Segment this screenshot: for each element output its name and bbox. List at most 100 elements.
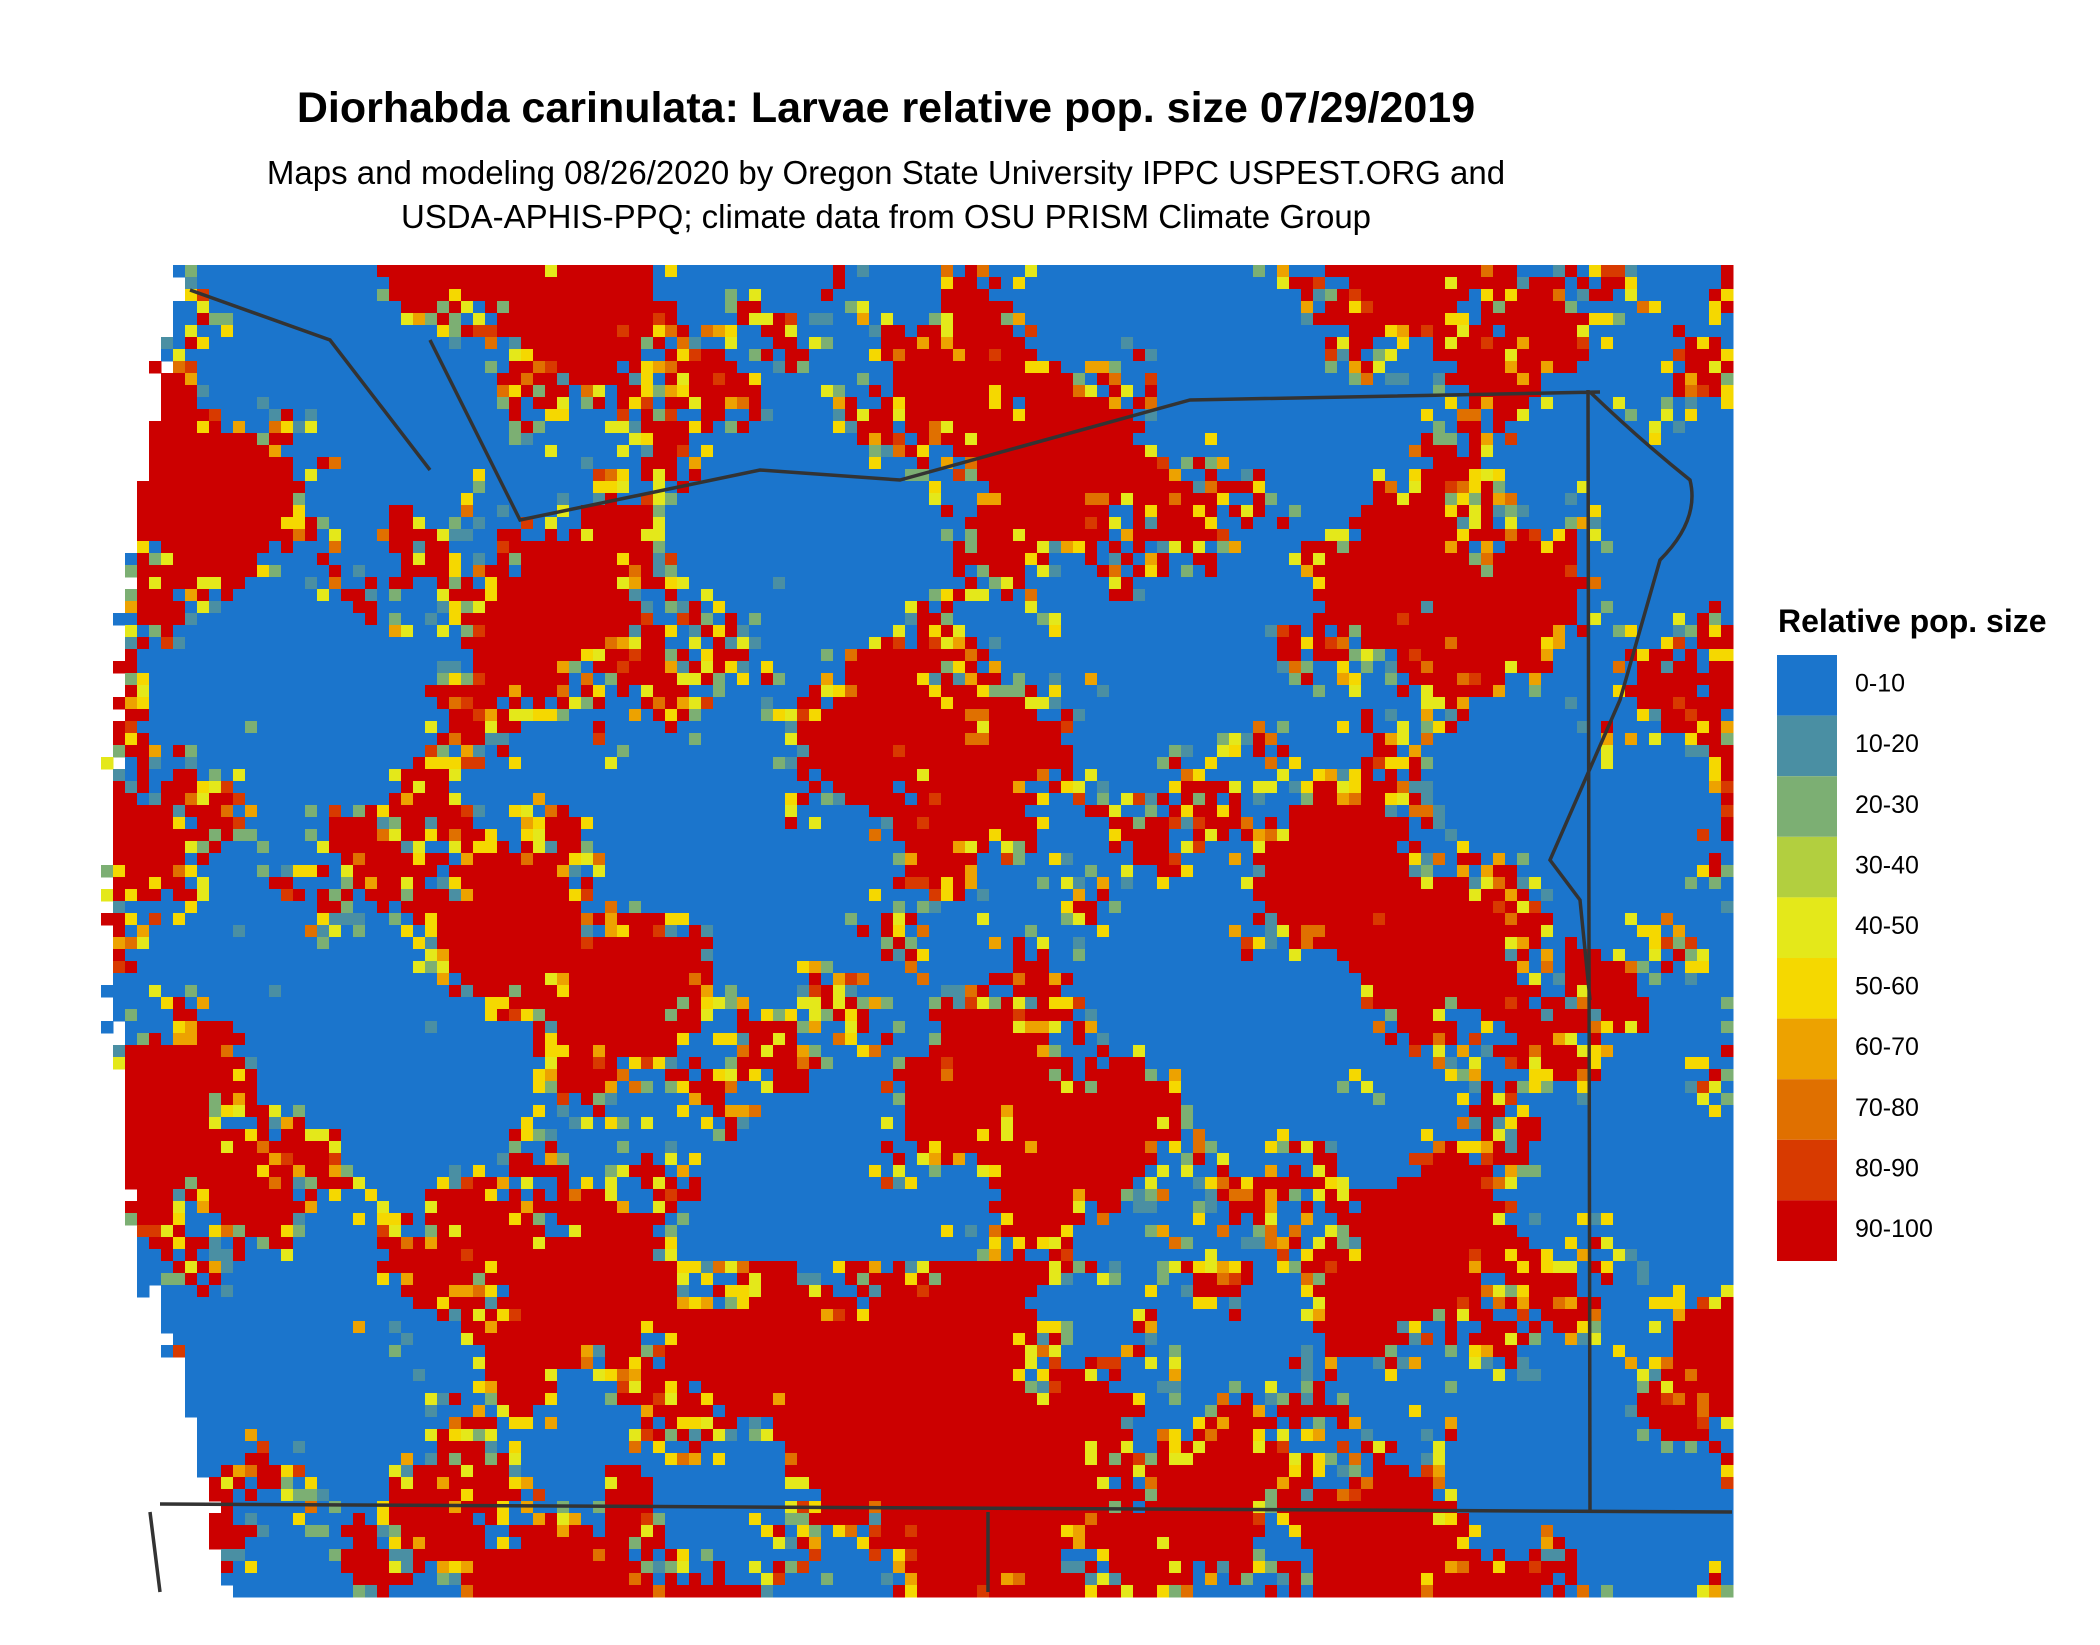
map-cell (1025, 361, 1038, 374)
map-cell (1433, 493, 1446, 506)
map-cell (1205, 565, 1218, 578)
map-cell (497, 673, 510, 686)
map-cell (1181, 301, 1194, 314)
map-cell (1469, 541, 1482, 554)
map-cell (317, 673, 330, 686)
map-cell (137, 625, 150, 638)
map-cell (1481, 457, 1494, 470)
map-cell (317, 361, 330, 374)
map-cell (1073, 469, 1086, 482)
map-cell (1457, 325, 1470, 338)
map-cell (1577, 625, 1590, 638)
map-cell (1577, 613, 1590, 626)
map-cell (245, 433, 258, 446)
map-cell (1325, 301, 1338, 314)
map-cell (1061, 325, 1074, 338)
map-cell (545, 517, 558, 530)
map-cell (857, 373, 870, 386)
map-cell (1157, 661, 1170, 674)
map-cell (1349, 661, 1362, 674)
map-cell (1313, 649, 1326, 662)
map-cell (257, 481, 270, 494)
map-cell (533, 649, 546, 662)
map-cell (593, 361, 606, 374)
map-cell (1157, 625, 1170, 638)
map-cell (449, 529, 462, 542)
map-cell (1241, 649, 1254, 662)
map-cell (1541, 529, 1554, 542)
map-cell (1205, 313, 1218, 326)
map-cell (473, 709, 486, 722)
map-cell (1649, 397, 1662, 410)
map-cell (1193, 709, 1206, 722)
map-cell (1181, 505, 1194, 518)
map-cell (1277, 289, 1290, 302)
map-cell (1217, 589, 1230, 602)
map-cell (905, 481, 918, 494)
map-cell (1013, 493, 1026, 506)
map-cell (1181, 433, 1194, 446)
map-cell (713, 457, 726, 470)
map-cell (1685, 337, 1698, 350)
map-cell (1505, 613, 1518, 626)
map-cell (245, 457, 258, 470)
map-cell (269, 421, 282, 434)
map-cell (1049, 265, 1062, 278)
map-cell (1601, 577, 1614, 590)
map-cell (1361, 601, 1374, 614)
map-cell (941, 337, 954, 350)
map-cell (821, 565, 834, 578)
map-cell (1205, 685, 1218, 698)
map-cell (1385, 421, 1398, 434)
map-cell (269, 637, 282, 650)
map-cell (509, 397, 522, 410)
map-cell (1121, 433, 1134, 446)
map-cell (1361, 445, 1374, 458)
map-cell (773, 385, 786, 398)
map-cell (749, 373, 762, 386)
map-cell (509, 361, 522, 374)
map-cell (1601, 349, 1614, 362)
map-cell (557, 301, 570, 314)
map-cell (1061, 517, 1074, 530)
map-cell (1529, 469, 1542, 482)
map-cell (905, 697, 918, 710)
map-cell (1277, 337, 1290, 350)
map-cell (605, 529, 618, 542)
map-cell (281, 481, 294, 494)
map-cell (1697, 493, 1710, 506)
map-cell (137, 613, 150, 626)
map-cell (1421, 505, 1434, 518)
map-cell (1649, 457, 1662, 470)
map-cell (869, 265, 882, 278)
map-cell (1577, 541, 1590, 554)
map-cell (1061, 409, 1074, 422)
map-cell (977, 505, 990, 518)
map-cell (1205, 457, 1218, 470)
map-cell (1085, 445, 1098, 458)
map-cell (1241, 673, 1254, 686)
map-cell (545, 541, 558, 554)
map-cell (929, 361, 942, 374)
map-cell (1361, 685, 1374, 698)
map-cell (1661, 265, 1674, 278)
map-cell (1709, 589, 1722, 602)
map-cell (485, 277, 498, 290)
map-cell (1397, 361, 1410, 374)
map-cell (653, 277, 666, 290)
map-cell (593, 589, 606, 602)
map-cell (281, 637, 294, 650)
map-cell (1013, 397, 1026, 410)
map-cell (353, 361, 366, 374)
map-cell (1697, 265, 1710, 278)
map-cell (665, 541, 678, 554)
map-cell (665, 601, 678, 614)
map-cell (389, 589, 402, 602)
map-cell (737, 409, 750, 422)
map-cell (329, 433, 342, 446)
map-cell (1421, 469, 1434, 482)
map-cell (1133, 361, 1146, 374)
map-cell (629, 649, 642, 662)
map-cell (1349, 493, 1362, 506)
map-cell (197, 361, 210, 374)
